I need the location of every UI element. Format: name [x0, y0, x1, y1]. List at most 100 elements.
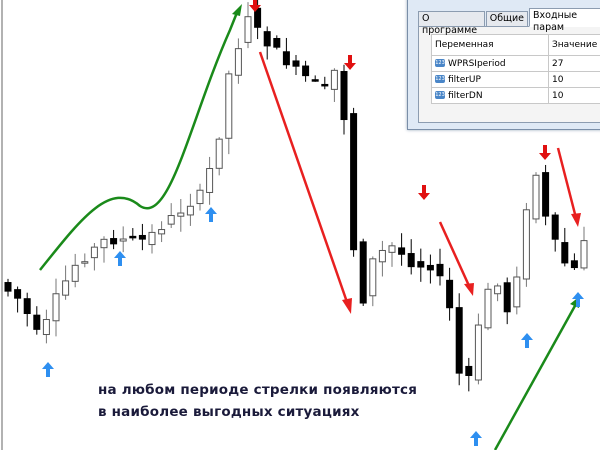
candle-body — [273, 37, 281, 48]
candle-body — [282, 51, 290, 66]
sell-arrow-down-icon — [539, 145, 551, 160]
candle-body — [100, 238, 108, 249]
red-arrowhead — [571, 213, 581, 227]
buy-arrow-up-icon — [42, 362, 54, 377]
candle-body — [426, 264, 434, 271]
variable-name: filterUP — [448, 74, 481, 85]
candle-body — [234, 48, 242, 76]
candlestick — [340, 64, 348, 135]
candle-body — [455, 307, 463, 374]
candlestick — [244, 2, 252, 49]
candlestick — [484, 282, 492, 331]
candle-body — [513, 276, 521, 308]
tab-bar: О программе Общие Входные парам — [418, 8, 600, 36]
tab-common[interactable]: Общие — [485, 11, 529, 27]
green-trend-line — [493, 303, 578, 450]
candle-body — [110, 238, 118, 245]
candlestick — [398, 233, 406, 266]
candle-body — [14, 289, 22, 299]
candlesticks — [4, 0, 588, 392]
candlestick — [532, 172, 540, 224]
candlestick — [90, 242, 98, 271]
candlestick — [311, 75, 319, 82]
candle-body — [561, 242, 569, 264]
candlestick — [561, 227, 569, 267]
tab-about[interactable]: О программе — [418, 11, 485, 36]
candle-body — [263, 31, 271, 47]
variable-value[interactable]: 10 — [548, 71, 600, 88]
candlestick — [186, 193, 194, 226]
candle-body — [359, 241, 367, 304]
candlestick — [302, 60, 310, 82]
candlestick — [446, 267, 454, 321]
candle-body — [350, 113, 358, 251]
table-row[interactable]: 123 filterUP 10 — [431, 71, 600, 88]
buy-arrow-up-icon — [470, 431, 482, 446]
column-header-value: Значение — [548, 34, 600, 56]
candlestick — [119, 226, 127, 253]
candle-body — [62, 280, 70, 296]
candle-body — [369, 258, 377, 297]
inputs-panel: Переменная Значение 123 WPRSIperiod 27 123 f… — [418, 26, 600, 123]
candlestick — [494, 283, 502, 302]
candlestick — [513, 266, 521, 315]
red-arrowhead — [464, 283, 474, 296]
variable-value[interactable]: 27 — [548, 55, 600, 72]
candle-body — [158, 229, 166, 235]
candlestick — [542, 164, 550, 226]
candle-body — [321, 83, 329, 87]
caption-line-1: на любом периоде стрелки появляются — [98, 382, 418, 398]
candle-body — [292, 60, 300, 67]
candlestick — [570, 253, 578, 271]
candlestick — [522, 202, 530, 287]
variable-name: WPRSIperiod — [448, 58, 506, 69]
candle-body — [388, 245, 396, 253]
candlestick — [263, 26, 271, 60]
table-row[interactable]: 123 WPRSIperiod 27 — [431, 55, 600, 72]
buy-arrow-up-icon — [205, 207, 217, 222]
candle-body — [570, 260, 578, 269]
candlestick — [23, 292, 31, 327]
numeric-123-icon: 123 — [435, 91, 445, 99]
candlestick — [71, 253, 79, 288]
candle-body — [196, 189, 204, 205]
candlestick — [580, 226, 588, 271]
green-trend-curve — [39, 9, 240, 271]
table-row[interactable]: 123 filterDN 10 — [431, 87, 600, 104]
caption-line-2: в наиболее выгодных ситуациях — [98, 404, 360, 420]
candle-body — [398, 247, 406, 255]
candlestick — [148, 224, 156, 254]
candle-body — [215, 138, 223, 169]
candlestick — [378, 240, 386, 277]
candlestick — [426, 254, 434, 284]
candle-body — [4, 282, 12, 292]
candle-body — [522, 209, 530, 280]
candle-body — [90, 246, 98, 259]
candle-body — [551, 214, 559, 240]
candle-body — [119, 238, 127, 242]
candlestick — [292, 55, 300, 76]
inputs-table: Переменная Значение 123 WPRSIperiod 27 123 f… — [431, 34, 600, 104]
variable-value[interactable]: 10 — [548, 87, 600, 104]
red-trend-line — [258, 51, 350, 306]
candlestick — [417, 248, 425, 282]
candlestick — [158, 221, 166, 243]
candlestick — [206, 156, 214, 205]
sell-arrow-down-icon — [249, 0, 261, 12]
candle-body — [244, 16, 252, 43]
candlestick — [4, 278, 12, 297]
candlestick — [503, 277, 511, 325]
candle-body — [484, 288, 492, 329]
candlestick — [177, 199, 185, 232]
candle-body — [330, 69, 338, 90]
candlestick — [282, 37, 290, 69]
candlestick — [474, 313, 482, 385]
tab-inputs[interactable]: Входные парам — [529, 8, 600, 33]
candle-body — [206, 168, 214, 193]
candle-body — [225, 73, 233, 139]
sell-arrow-down-icon — [344, 55, 356, 70]
candlestick — [167, 203, 175, 228]
candlestick — [369, 256, 377, 307]
candlestick — [100, 236, 108, 263]
